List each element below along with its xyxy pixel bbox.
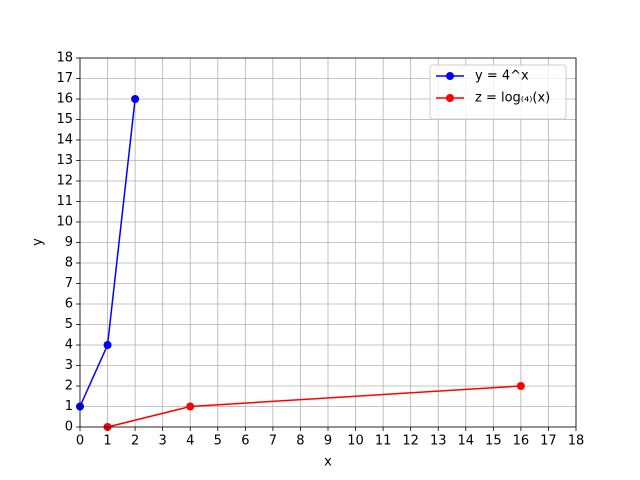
x-tick-label: 12 — [402, 434, 419, 449]
x-tick-label: 3 — [159, 434, 167, 449]
x-tick-label: 7 — [269, 434, 277, 449]
x-tick-label: 16 — [513, 434, 530, 449]
x-axis-label: x — [324, 455, 332, 470]
x-tick-label: 14 — [458, 434, 475, 449]
marker — [131, 95, 140, 103]
x-tick-label: 11 — [375, 434, 392, 449]
x-tick-label: 15 — [485, 434, 502, 449]
legend-box — [429, 64, 567, 120]
x-tick-label: 17 — [540, 434, 557, 449]
legend-label: z = log₍₄₎(x) — [475, 91, 550, 106]
x-tick-label: 5 — [214, 434, 222, 449]
legend-marker — [446, 72, 454, 80]
marker — [186, 402, 195, 411]
marker — [103, 341, 112, 349]
x-tick-label: 1 — [103, 434, 111, 449]
x-tick-label: 4 — [186, 434, 194, 449]
y-axis-label: y — [31, 238, 46, 246]
y-tick-label: 4 — [65, 338, 73, 353]
y-tick-label: 5 — [65, 317, 73, 332]
plot — [76, 95, 525, 431]
y-tick-label: 15 — [56, 112, 73, 127]
x-tick-label: 9 — [324, 434, 332, 449]
legend-marker — [446, 94, 454, 102]
y-tick-label: 8 — [65, 256, 73, 271]
x-tick-label: 2 — [131, 434, 139, 449]
y-tick-label: 0 — [65, 420, 73, 435]
y-tick-label: 2 — [65, 379, 73, 394]
x-tick-label: 18 — [568, 434, 585, 449]
y-tick-label: 7 — [65, 276, 73, 291]
y-tick-label: 13 — [56, 153, 73, 168]
x-tick-label: 8 — [296, 434, 304, 449]
legend-label: y = 4^x — [475, 69, 529, 84]
y-tick-label: 6 — [65, 297, 73, 312]
y-tick-label: 17 — [56, 71, 73, 86]
y-tick-label: 1 — [65, 399, 73, 414]
y-tick-label: 9 — [65, 235, 73, 250]
y-tick-label: 12 — [56, 174, 73, 189]
y-tick-label: 14 — [56, 133, 73, 148]
y-tick-label: 11 — [56, 194, 73, 209]
y-tick-label: 10 — [56, 215, 73, 230]
y-tick-label: 16 — [56, 92, 73, 107]
y-tick-label: 3 — [65, 358, 73, 373]
x-tick-label: 0 — [76, 434, 84, 449]
x-tick-label: 13 — [430, 434, 447, 449]
marker — [516, 382, 525, 390]
x-tick-label: 6 — [241, 434, 249, 449]
x-tick-label: 10 — [347, 434, 364, 449]
y-tick-label: 18 — [56, 51, 73, 66]
legend: y = 4^x z = log₍₄₎(x) — [429, 64, 567, 120]
